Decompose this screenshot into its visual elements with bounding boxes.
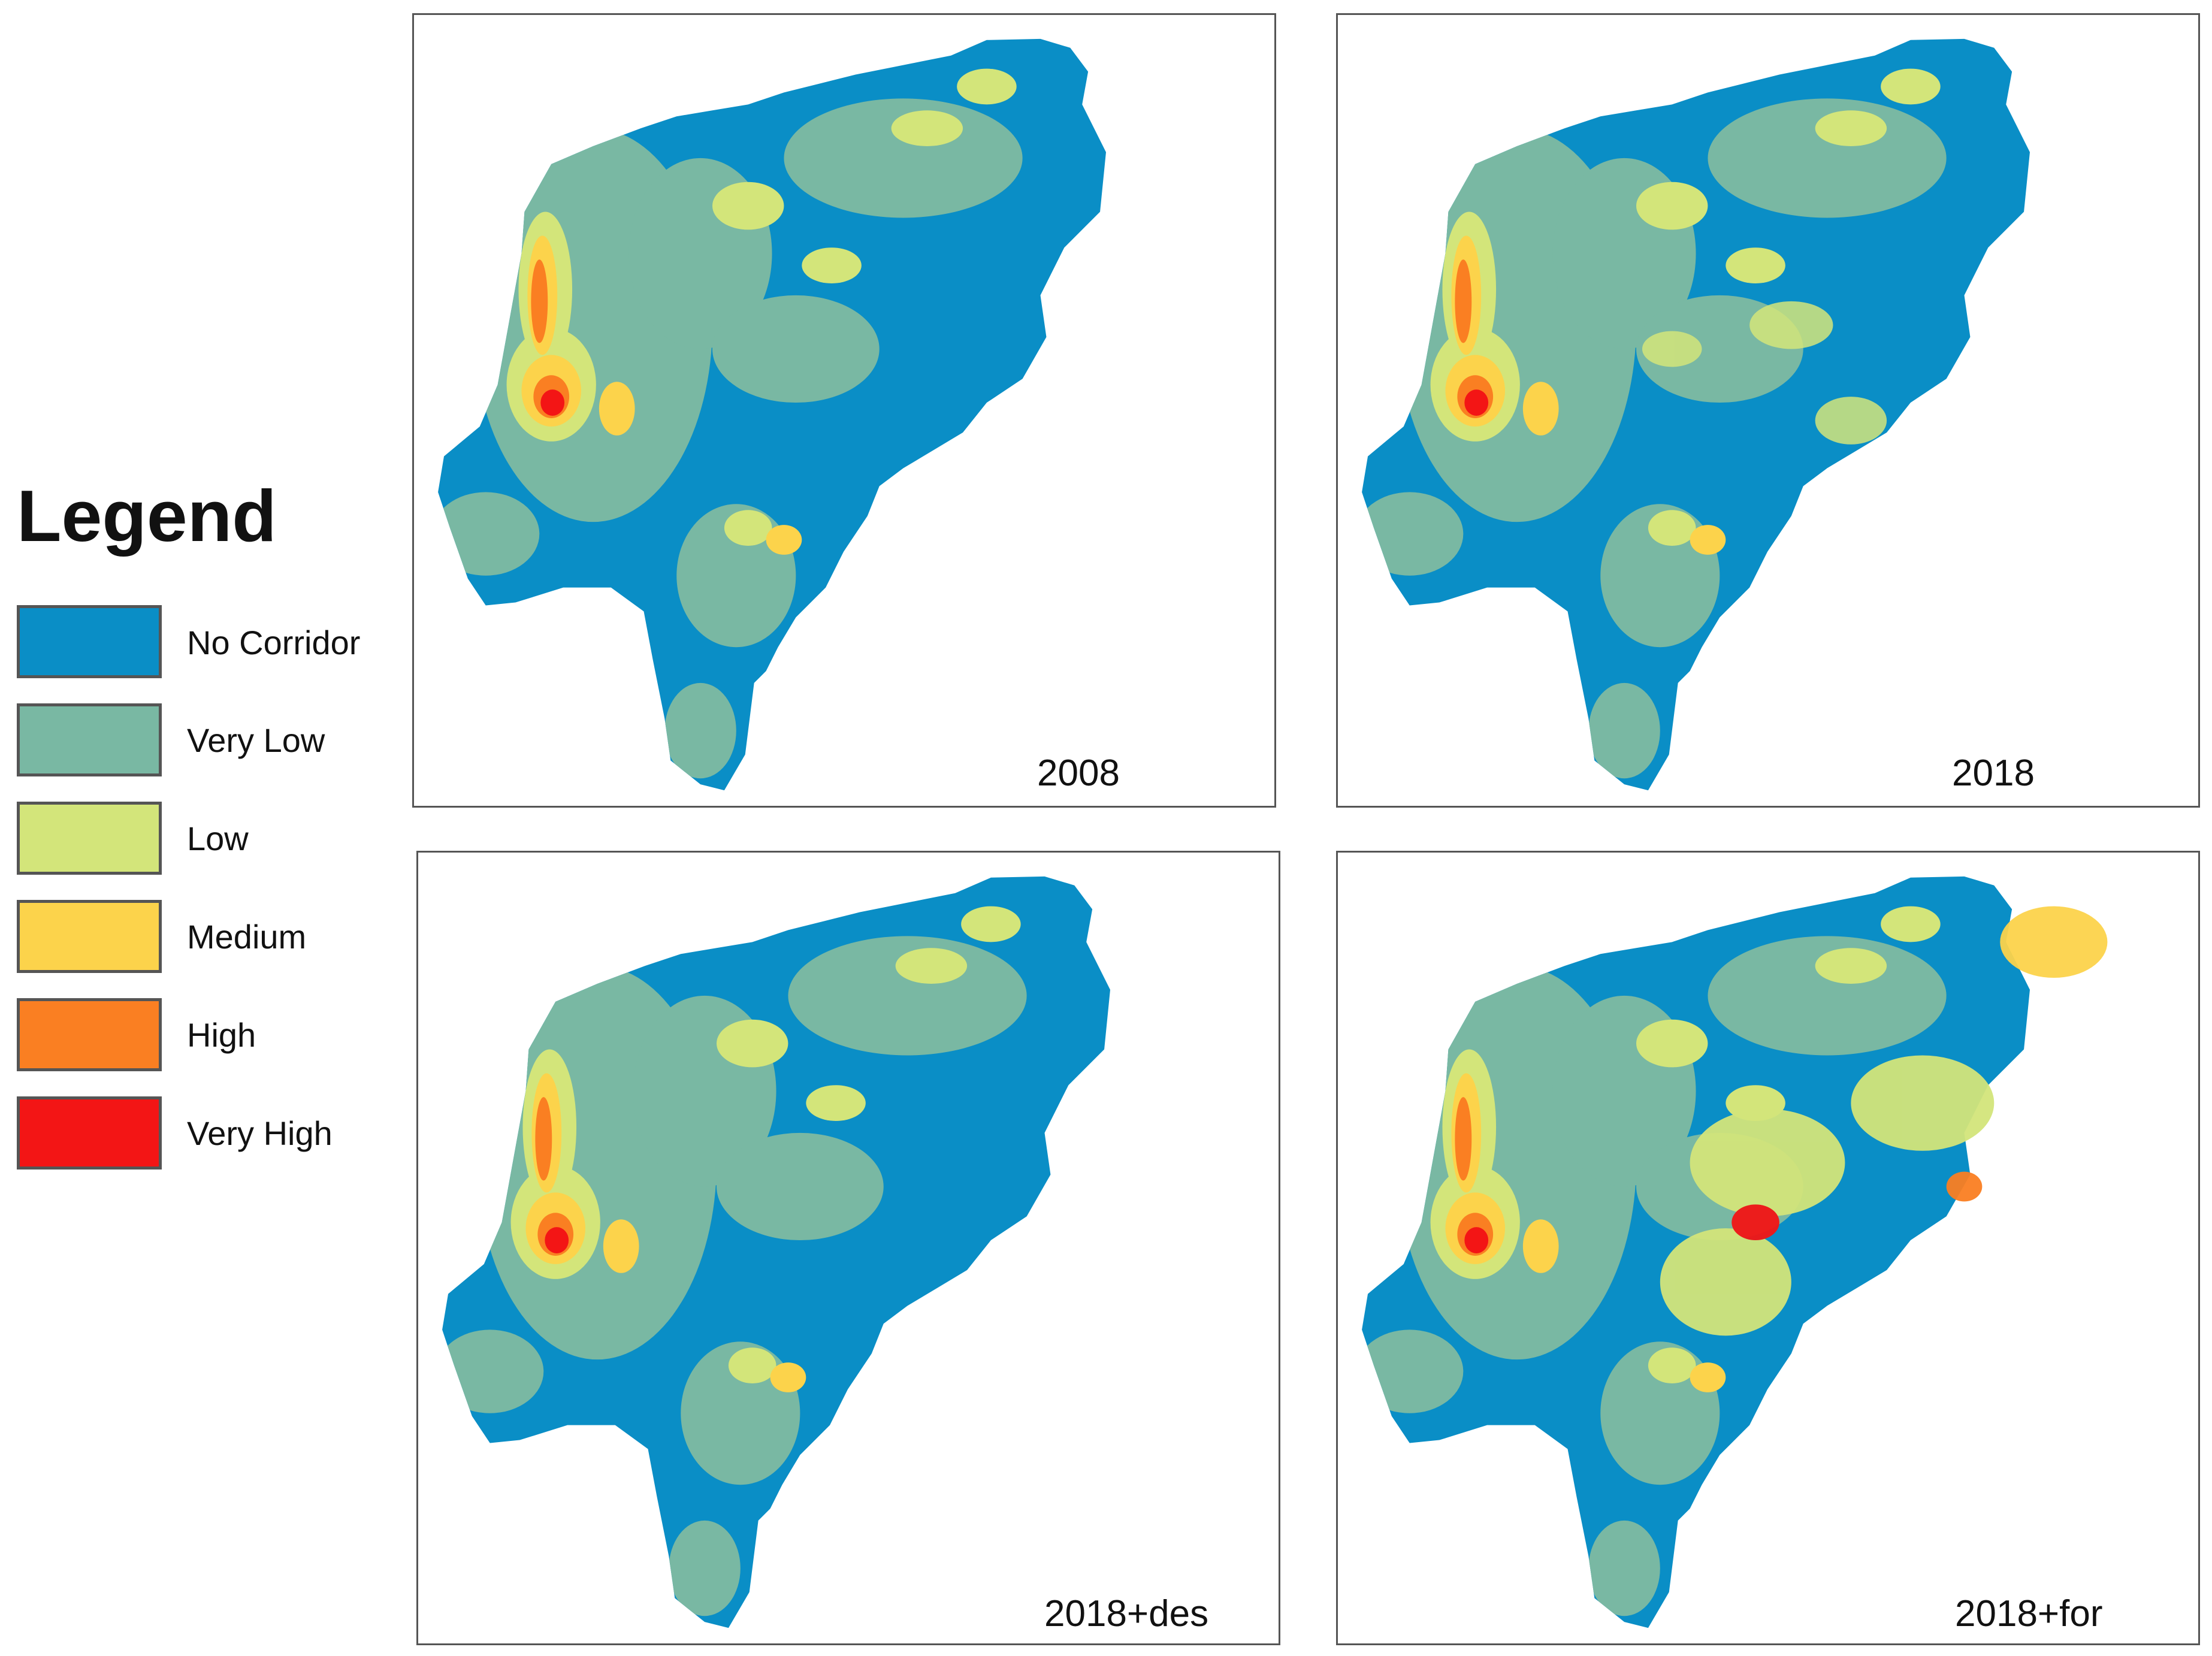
map-2018-for bbox=[1338, 853, 2108, 1643]
legend-label-very-high: Very High bbox=[187, 1114, 333, 1152]
map-2018-des bbox=[418, 853, 1279, 1643]
legend-swatch-medium bbox=[17, 900, 162, 973]
panel-year-2018: 2018 bbox=[1952, 753, 2035, 794]
legend-title: Legend bbox=[17, 475, 277, 557]
map-2018 bbox=[1338, 15, 2198, 806]
legend-label-medium: Medium bbox=[187, 918, 307, 956]
panel-year-2018-des: 2018+des bbox=[1044, 1593, 1209, 1634]
map-panel-2008: 2008 bbox=[412, 13, 1276, 808]
legend-swatch-very-low bbox=[17, 703, 162, 776]
legend-label-high: High bbox=[187, 1016, 256, 1054]
map-2008 bbox=[414, 15, 1274, 806]
legend-label-low: Low bbox=[187, 820, 249, 857]
legend-label-very-low: Very Low bbox=[187, 721, 325, 759]
map-panel-2018-for: 2018+for bbox=[1336, 851, 2200, 1645]
legend-swatch-no-corridor bbox=[17, 605, 162, 678]
map-panel-2018-des: 2018+des bbox=[416, 851, 1280, 1645]
legend-swatch-very-high bbox=[17, 1096, 162, 1170]
legend-swatch-low bbox=[17, 802, 162, 875]
map-panel-2018: 2018 bbox=[1336, 13, 2200, 808]
legend-label-no-corridor: No Corridor bbox=[187, 624, 361, 661]
legend-swatch-high bbox=[17, 998, 162, 1071]
panel-year-2008: 2008 bbox=[1037, 753, 1120, 794]
panel-year-2018-for: 2018+for bbox=[1955, 1593, 2103, 1634]
